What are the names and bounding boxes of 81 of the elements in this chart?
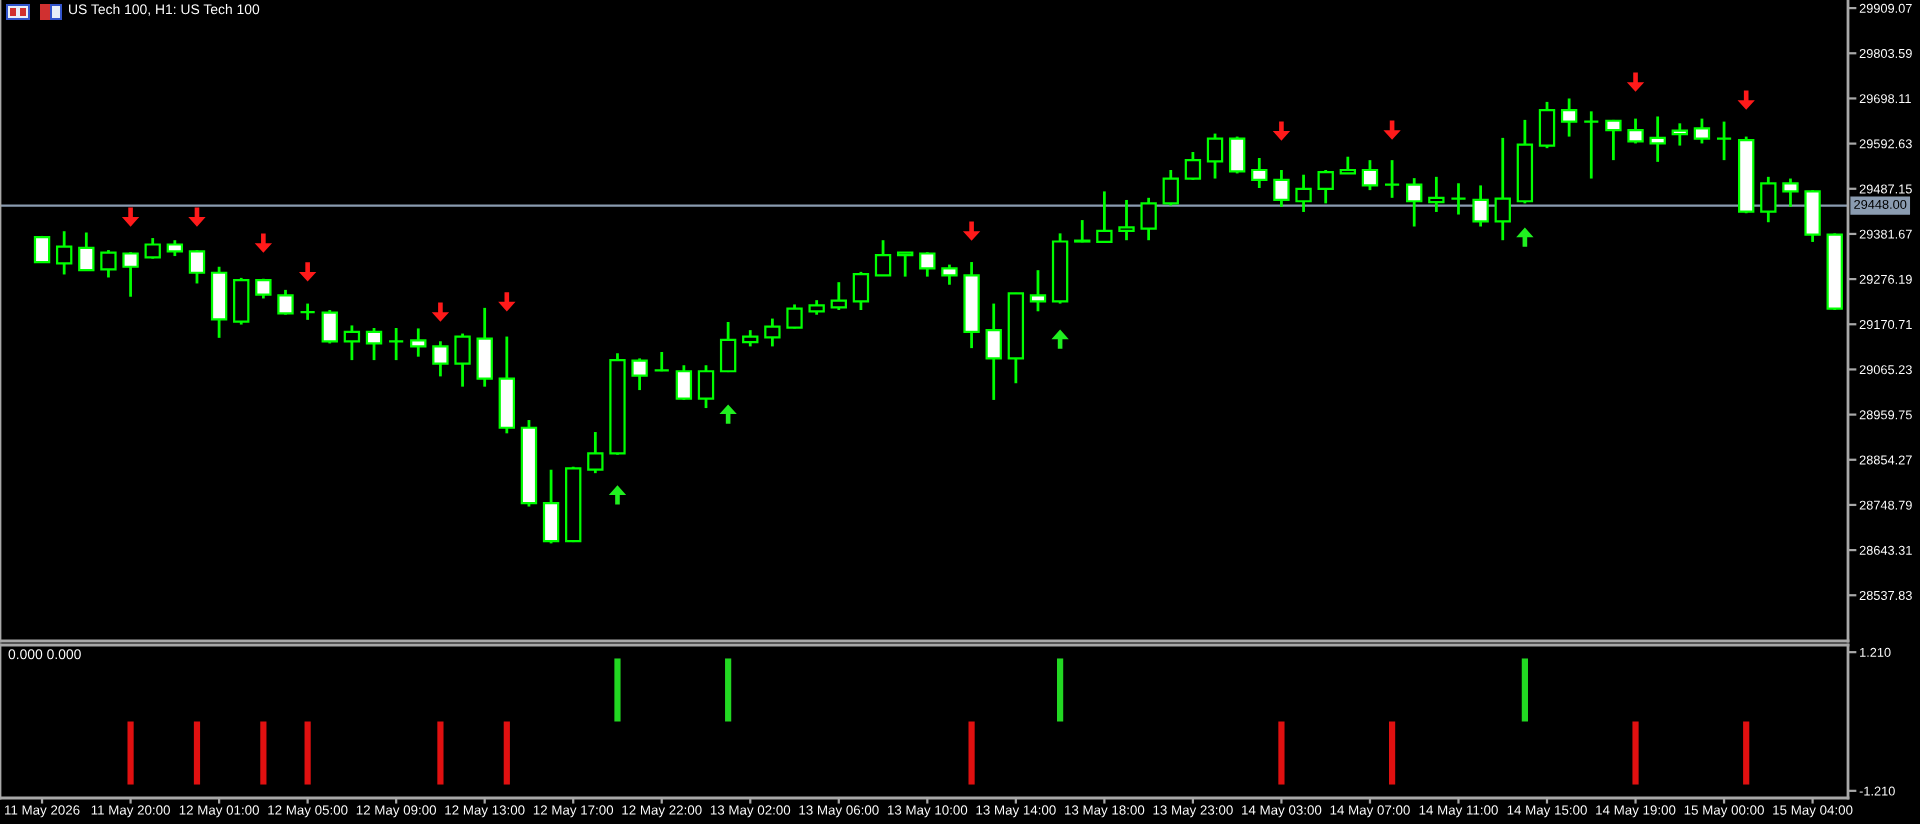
candlestick [1206, 132, 1224, 180]
candlestick [1140, 196, 1157, 242]
candlestick [78, 231, 95, 273]
candlestick [365, 326, 383, 362]
candlestick [830, 280, 847, 312]
candlestick [697, 363, 715, 410]
candlestick [719, 320, 737, 374]
point [962, 221, 981, 241]
candlestick [1361, 158, 1379, 192]
candlestick [233, 276, 250, 326]
candlestick [786, 303, 803, 330]
candlestick [1693, 117, 1711, 145]
candlestick [1782, 177, 1799, 209]
candlestick [476, 306, 493, 389]
candlestick [1428, 175, 1445, 214]
candlestick [919, 250, 936, 278]
point [1737, 90, 1755, 110]
candlestick [1162, 168, 1179, 207]
candlestick [985, 302, 1002, 402]
candlestick [1383, 158, 1401, 200]
candlestick [321, 308, 338, 345]
candlestick [410, 327, 427, 359]
point [188, 207, 206, 227]
candlestick [210, 265, 228, 340]
candlestick [1715, 120, 1733, 162]
candlestick [1295, 173, 1312, 214]
candlestick [1804, 188, 1821, 244]
candlestick [122, 250, 139, 299]
candlestick [1583, 109, 1600, 180]
candlestick [454, 332, 471, 389]
candlestick [1760, 175, 1777, 224]
candlestick [343, 324, 361, 362]
candlestick [675, 363, 693, 402]
candlestick [1118, 198, 1135, 242]
candlestick [33, 234, 51, 265]
candlestick [1029, 268, 1047, 313]
point [1516, 227, 1534, 247]
candlestick [1096, 190, 1113, 245]
point [431, 302, 450, 322]
point [1626, 72, 1645, 92]
point [1051, 329, 1069, 349]
candlestick [1649, 115, 1666, 164]
candlestick [852, 270, 870, 312]
candlestick [587, 430, 604, 475]
candlestick [387, 326, 405, 362]
candlestick [1472, 184, 1489, 228]
point [121, 207, 140, 227]
candlestick [1494, 136, 1511, 242]
candlestick [874, 238, 892, 278]
point [608, 485, 627, 505]
candlestick [542, 468, 560, 545]
point [254, 233, 273, 253]
point [498, 292, 516, 312]
candlestick [100, 248, 117, 279]
point [719, 404, 737, 424]
candlestick [144, 236, 161, 261]
candlestick [1560, 97, 1578, 138]
candlestick [277, 288, 294, 317]
candlestick [1406, 176, 1423, 228]
candlestick [1251, 156, 1268, 190]
point [298, 262, 317, 282]
candlestick [1450, 181, 1467, 216]
candlestick [941, 263, 958, 287]
candlestick [1671, 121, 1688, 147]
candlestick [1627, 117, 1644, 145]
candlestick [764, 317, 781, 348]
candlestick [1538, 100, 1556, 150]
candlestick [188, 248, 206, 285]
point [1272, 121, 1291, 141]
candlestick [55, 229, 73, 276]
candlestick [432, 339, 449, 378]
candlestick [1074, 218, 1091, 244]
candlestick [1184, 150, 1202, 182]
candlestick [1317, 168, 1334, 205]
candlestick [1228, 135, 1246, 175]
candlestick [631, 357, 648, 392]
candlestick [1605, 118, 1622, 162]
point [1383, 120, 1401, 140]
candlestick [653, 350, 670, 373]
candlestick [299, 302, 316, 322]
candlestick [1273, 168, 1290, 209]
